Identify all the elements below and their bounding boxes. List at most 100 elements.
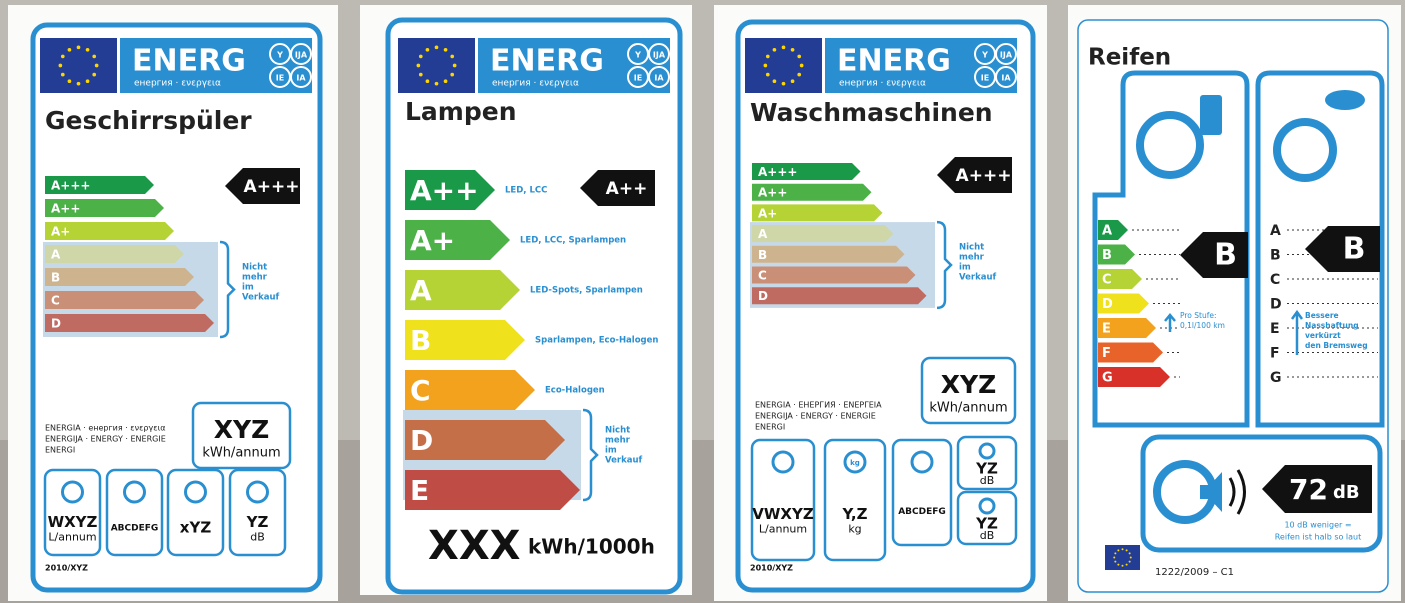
class-description: LED, LCC [505,186,547,196]
eu-star [1114,561,1116,563]
badge-text: IA [1001,74,1011,83]
eu-star [450,73,454,77]
eu-star [426,48,430,52]
noise-unit: dB [1333,482,1360,503]
eu-star [77,82,81,86]
consumption-unit: kWh/annum [929,401,1007,416]
class-arrow [45,268,194,286]
class-label: A++ [410,174,479,207]
class-label: A+ [410,224,455,257]
class-label: A+ [758,206,777,220]
badge-text: IJA [1000,51,1013,60]
note-line: Verkauf [959,273,997,283]
eu-star [86,48,90,52]
class-label: C [1270,272,1280,288]
icon-value: YZ [246,513,269,531]
class-arrow [752,225,894,242]
badge-text: IE [634,74,642,83]
class-label: B [51,271,60,285]
class-label: D [51,317,61,331]
consumption-value: XXX [428,523,521,569]
class-label: B [1270,248,1281,264]
class-label: A+++ [51,179,90,193]
eu-star [800,64,804,68]
badge-text: IA [296,74,306,83]
language-line: ENERGIA · ЕНЕРГИЯ · ΕΝΕΡΓΕΙΑ [755,401,882,410]
wet-note: den Bremsweg [1305,341,1368,350]
energy-word: ENERG [837,44,951,79]
note-line: mehr [605,436,631,446]
badge-text: IA [654,74,664,83]
fuel-note: 0,1l/100 km [1180,321,1225,330]
eu-star [435,46,439,50]
eu-star [773,79,777,83]
class-label: A++ [51,202,80,216]
eu-star [417,64,421,68]
fuel-note: Pro Stufe: [1180,311,1217,320]
eu-star [61,73,65,77]
eu-star [766,73,770,77]
icon-unit: L/annum [48,531,96,544]
badge-text: IE [276,74,284,83]
class-description: Eco-Halogen [545,386,605,396]
label-title: Waschmaschinen [750,98,993,127]
eu-star [444,48,448,52]
icon-value: VWXYZ [752,505,814,523]
badge-text: IJA [653,51,666,60]
eu-star [59,64,63,68]
label-title: Lampen [405,97,517,126]
eu-star [68,48,72,52]
class-label: D [1270,297,1282,313]
consumption-value: XYZ [214,415,270,444]
badge-text: Y [276,51,283,60]
fuel-icon [1200,95,1222,135]
eu-star [1117,549,1119,551]
class-label: C [51,294,60,308]
language-line: ENERGIJA · ENERGY · ENERGIE [755,412,876,421]
eu-star [1126,564,1128,566]
class-arrow [405,470,580,510]
eu-star [782,82,786,86]
class-arrow [45,291,204,309]
icon-box [893,440,951,545]
wet-note: Nasshaftung [1305,321,1359,330]
energy-word: ENERG [490,44,604,79]
class-arrow [45,245,184,263]
eu-star [426,79,430,83]
class-label: A [1102,224,1112,239]
note-line: Verkauf [605,456,643,466]
wet-note: Bessere [1305,311,1339,320]
note-line: im [605,446,617,456]
eu-star [797,55,801,59]
icon-unit: kg [848,522,861,535]
badge-text: Y [634,51,641,60]
note-line: Nicht [959,243,984,253]
language-line: ENERGIJA · ENERGY · ENERGIE [45,435,166,444]
language-line: ENERGIA · енергия · ενεργεια [45,424,166,433]
class-label: B [758,248,767,262]
eu-star [95,64,99,68]
class-label: C [758,269,767,283]
class-label: C [410,374,431,407]
rating-text: A+++ [244,177,300,197]
eu-star [453,64,457,68]
class-arrow [45,314,214,332]
icon-unit: dB [250,531,265,544]
class-label: A+++ [758,165,797,179]
icon-box [752,440,814,560]
eu-star [450,55,454,59]
energy-sub: енергия · ενεργεια [839,79,926,89]
consumption-unit: kWh/annum [202,446,280,461]
eu-star [1130,557,1132,559]
noise-value: 72 [1289,473,1328,506]
consumption-unit: kWh/1000h [528,535,655,559]
class-description: Sparlampen, Eco-Halogen [535,336,658,346]
class-label: A+ [51,225,70,239]
class-label: D [1102,297,1113,312]
eu-star [86,79,90,83]
rating-text: B [1343,232,1366,267]
class-arrow [752,287,927,304]
eu-star [92,55,96,59]
class-label: G [1270,370,1282,386]
photo: ENERGенергия · ενεργειαYIJAIEIAGeschirrs… [0,0,1405,603]
